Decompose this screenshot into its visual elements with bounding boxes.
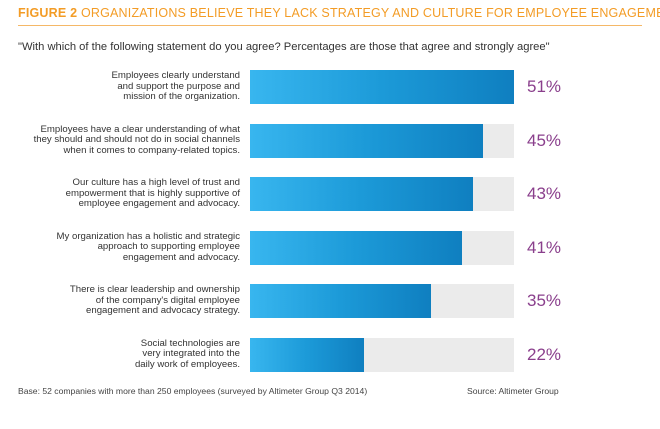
category-label: My organization has a holistic and strat… (10, 231, 240, 265)
bar-row: Social technologies are very integrated i… (0, 337, 660, 372)
bar (250, 70, 514, 104)
bar-row: My organization has a holistic and strat… (0, 230, 660, 265)
figure-title: FIGURE 2 ORGANIZATIONS BELIEVE THEY LACK… (18, 6, 660, 20)
bar (250, 284, 432, 318)
category-label-line: There is clear leadership and ownership (69, 284, 240, 296)
figure-label: FIGURE 2 (18, 6, 78, 20)
bar-row: Employees have a clear understanding of … (0, 123, 660, 158)
value-label: 43% (527, 184, 562, 203)
category-label-line: employee engagement and advocacy. (78, 198, 240, 210)
category-label-line: My organization has a holistic and strat… (56, 230, 240, 242)
bar-track (250, 284, 514, 318)
bar (250, 230, 463, 265)
footer-base-note: Base: 52 companies with more than 250 em… (18, 386, 368, 396)
bar-track (250, 177, 514, 211)
category-label-line: Employees clearly understand (111, 70, 240, 82)
figure-title-text: ORGANIZATIONS BELIEVE THEY LACK STRATEGY… (80, 6, 660, 20)
category-label-line: engagement and advocacy. (122, 251, 240, 263)
category-label: There is clear leadership and ownership o… (10, 284, 240, 318)
category-label-line: Social technologies are (140, 337, 240, 349)
category-label-line: mission of the organization. (123, 91, 240, 103)
bar-row: Employees clearly understand and support … (0, 70, 660, 104)
bar-track (250, 123, 514, 158)
footer-source: Source: Altimeter Group (467, 386, 559, 396)
value-label: 35% (527, 291, 562, 310)
category-label-line: they should and should not do in social … (33, 134, 240, 146)
value-label: 45% (527, 130, 562, 150)
value-label: 22% (527, 344, 562, 364)
title-divider (18, 25, 642, 26)
category-label-line: empowerment that is highly supportive of (65, 187, 240, 199)
category-label: Social technologies are very integrated i… (10, 338, 240, 372)
category-label: Our culture has a high level of trust an… (10, 177, 240, 211)
category-label-line: of the company's digital employee (95, 294, 240, 306)
category-label-line: when it comes to company-related topics. (63, 144, 240, 156)
survey-question: "With which of the following statement d… (18, 41, 550, 53)
bar-track (250, 70, 514, 104)
bar-row: Our culture has a high level of trust an… (0, 177, 660, 211)
category-label: Employees clearly understand and support … (10, 70, 240, 104)
category-label-line: Our culture has a high level of trust an… (72, 177, 240, 189)
bar (250, 177, 473, 211)
bar-track (250, 337, 514, 372)
category-label-line: Employees have a clear understanding of … (40, 123, 240, 135)
category-label-line: approach to supporting employee (97, 241, 240, 253)
category-label-line: engagement and advocacy strategy. (86, 305, 240, 317)
bar (250, 337, 364, 372)
bar-row: There is clear leadership and ownership o… (0, 284, 660, 318)
bar (250, 123, 483, 158)
bar-track (250, 230, 514, 265)
value-label: 41% (527, 237, 562, 257)
category-label-line: very integrated into the (142, 348, 240, 360)
value-label: 51% (527, 77, 562, 96)
category-label: Employees have a clear understanding of … (10, 124, 240, 158)
category-label-line: and support the purpose and (117, 80, 240, 92)
category-label-line: daily work of employees. (134, 358, 240, 370)
